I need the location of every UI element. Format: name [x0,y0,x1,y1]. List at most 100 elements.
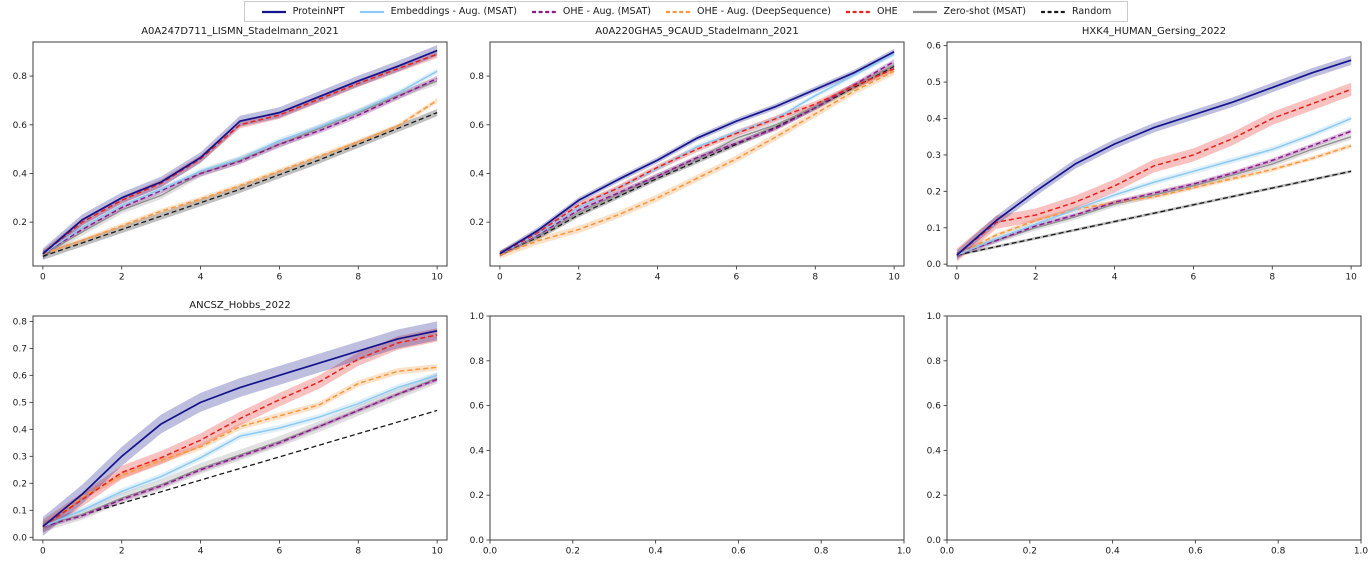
confidence-band [499,67,895,259]
series-line [42,112,438,257]
confidence-band [956,143,1352,258]
confidence-band [42,372,438,530]
y-tick-label: 0.6 [927,402,942,412]
y-tick-label: 0.8 [13,317,28,327]
x-tick-label: 2 [1033,273,1039,283]
series-line [956,136,1352,256]
y-tick-label: 0.8 [470,357,485,367]
x-tick-label: 4 [655,273,661,283]
subplot-empty-1: 0.0 0.2 0.4 0.6 0.8 1.0 0.0 0.2 0.4 0.6 0.8 1.0 [470,312,912,557]
legend-item-label: ProteinNPT [292,5,345,17]
series-line [42,53,438,255]
series-line [956,170,1352,256]
series-line [956,59,1352,256]
legend-item-label: OHE - Aug. (MSAT) [562,5,651,17]
legend-item-ohe-aug-msat: OHE - Aug. (MSAT) [531,5,651,19]
legend-item-embeddings-aug-msat: Embeddings - Aug. (MSAT) [359,5,517,19]
x-tick-label: 6 [734,273,740,283]
x-tick-label: 8 [355,547,361,557]
x-tick-label: 2 [576,273,582,283]
y-tick-label: 0.6 [927,42,942,52]
x-tick-label: 0.0 [940,547,955,557]
series-line [42,70,438,255]
y-tick-label: 0.2 [470,491,484,501]
y-tick-label: 0.4 [13,425,28,435]
series-line [42,409,438,528]
y-tick-label: 0.2 [470,218,484,228]
legend-item-label: OHE [876,5,898,17]
legend-item-label: Embeddings - Aug. (MSAT) [390,5,517,17]
legend-item-random: Random [1040,5,1111,19]
subplot-ancsz-hobbs-2022: ANCSZ_Hobbs_2022 0 2 4 6 8 10 0.0 0.1 0.2 0.3 0.4 0.… [13,300,448,557]
series-line [42,49,438,255]
x-tick-label: 10 [431,273,443,283]
confidence-band [42,98,438,257]
x-tick-label: 0.8 [1271,547,1286,557]
confidence-band [42,45,438,260]
series-line [499,53,895,255]
confidence-band [42,328,438,534]
x-tick-label: 4 [198,273,204,283]
confidence-band [956,82,1352,262]
legend-item-proteinnpt: ProteinNPT [261,5,345,19]
x-tick-label: 6 [277,547,283,557]
series-line [956,145,1352,256]
y-tick-label: 0.8 [470,72,485,82]
x-tick-label: 1.0 [1354,547,1369,557]
x-tick-label: 8 [812,273,818,283]
series-line [499,70,895,256]
axes-spines [946,315,1362,541]
x-tick-label: 4 [198,547,204,557]
x-tick-label: 6 [1191,273,1197,283]
x-tick-label: 2 [119,547,125,557]
y-tick-label: 0.3 [13,452,27,462]
x-tick-label: 0.2 [566,547,580,557]
y-tick-label: 0.1 [927,224,941,234]
y-tick-label: 0.2 [927,187,941,197]
line-swatch-icon [912,10,937,13]
legend-item-zero-shot-msat: Zero-shot (MSAT) [912,5,1026,19]
series-line [956,117,1352,256]
series-line [42,374,438,528]
x-tick-label: 0 [497,273,503,283]
y-tick-label: 0.5 [13,398,27,408]
y-tick-label: 0.4 [927,446,942,456]
line-swatch-icon [845,10,870,13]
x-tick-label: 10 [431,547,443,557]
confidence-band [499,65,895,257]
legend-item-ohe: OHE [845,5,898,19]
chart-title: HXK4_HUMAN_Gersing_2022 [1082,26,1226,37]
y-tick-label: 0.0 [470,536,485,546]
x-tick-label: 10 [888,273,900,283]
y-tick-label: 0.8 [13,72,28,82]
line-swatch-icon [261,10,286,13]
x-tick-label: 0 [954,273,960,283]
y-tick-label: 0.0 [927,536,942,546]
y-tick-label: 0.8 [927,357,942,367]
x-tick-label: 0 [40,273,46,283]
x-tick-label: 0.4 [648,547,663,557]
chart-title: A0A220GHA5_9CAUD_Stadelmann_2021 [595,26,798,37]
x-tick-label: 0.2 [1023,547,1037,557]
series-line [42,378,438,528]
series-line [42,80,438,256]
legend-item-label: Zero-shot (MSAT) [943,5,1026,17]
series-line [42,377,438,528]
confidence-band [499,63,895,257]
y-tick-label: 0.2 [13,479,27,489]
series-line [42,334,438,528]
x-tick-label: 0.8 [814,547,829,557]
y-tick-label: 0.1 [13,506,27,516]
y-tick-label: 0.3 [927,151,941,161]
subplot-empty-2: 0.0 0.2 0.4 0.6 0.8 1.0 0.0 0.2 0.4 0.6 0.8 1.0 [927,312,1369,557]
x-tick-label: 1.0 [897,547,912,557]
legend-item-label: OHE - Aug. (DeepSequence) [696,5,831,17]
x-tick-label: 6 [277,273,283,283]
y-tick-label: 0.4 [470,446,485,456]
y-tick-label: 0.6 [470,402,485,412]
x-tick-label: 8 [355,273,361,283]
x-tick-label: 0 [40,547,46,557]
x-tick-label: 10 [1345,273,1357,283]
confidence-band [499,48,895,257]
subplot-a0a247d711-lismn-stadelmann-2021: A0A247D711_LISMN_Stadelmann_2021 0 2 4 6 8 10 0… [13,26,448,283]
